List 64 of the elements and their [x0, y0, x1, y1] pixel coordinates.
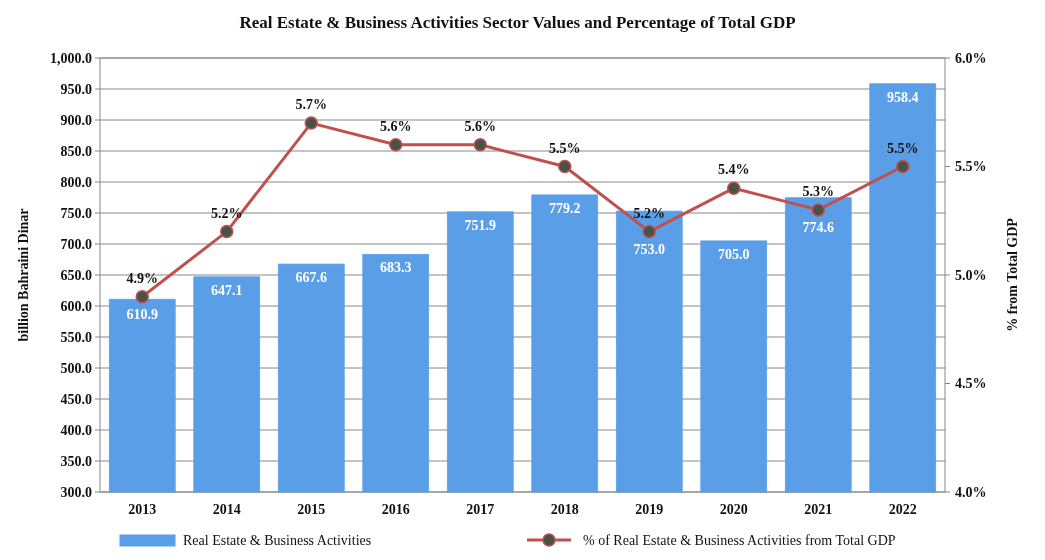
- data-label: 774.6: [802, 219, 834, 235]
- x-tick-label: 2013: [128, 502, 157, 517]
- y-tick-label: 550.0: [60, 329, 92, 345]
- data-label: 647.1: [211, 282, 243, 298]
- y-tick-label: 500.0: [60, 360, 92, 376]
- y-axis-title: billion Bahraini Dinar: [16, 208, 31, 342]
- x-tick-label: 2019: [635, 502, 664, 517]
- data-label: 5.5%: [887, 140, 919, 156]
- legend-label: % of Real Estate & Business Activities from Total GDP: [583, 533, 896, 548]
- data-label: 958.4: [887, 89, 919, 105]
- data-label: 610.9: [126, 306, 158, 322]
- y-tick-label: 700.0: [60, 236, 92, 252]
- y-tick-label: 350.0: [60, 453, 92, 469]
- y-tick-label: 900.0: [60, 112, 92, 128]
- y2-tick-label: 6.0%: [955, 50, 987, 66]
- x-tick-label: 2018: [550, 502, 579, 517]
- y-tick-label: 450.0: [60, 391, 92, 407]
- y-tick-label: 800.0: [60, 174, 92, 190]
- data-label: 4.9%: [126, 270, 158, 286]
- data-label: 5.7%: [295, 97, 327, 113]
- data-label: 5.5%: [549, 140, 581, 156]
- y2-tick-label: 5.5%: [955, 159, 987, 175]
- y2-tick-label: 4.0%: [955, 484, 987, 500]
- point: [135, 289, 149, 304]
- point: [896, 159, 910, 174]
- point: [727, 181, 741, 195]
- y-tick-label: 650.0: [60, 267, 92, 283]
- x-tick-label: 2021: [804, 502, 833, 517]
- x-tick-label: 2017: [466, 502, 495, 517]
- chart-title: Real Estate & Business Activities Sector Values and Percentage of Total GDP: [239, 13, 796, 32]
- y-tick-label: 950.0: [60, 81, 92, 97]
- point: [642, 224, 656, 239]
- y-tick-label: 400.0: [60, 422, 92, 438]
- x-tick-label: 2016: [381, 502, 410, 517]
- point: [304, 116, 318, 130]
- x-tick-label: 2015: [297, 502, 326, 517]
- data-label: 5.4%: [718, 162, 750, 178]
- data-label: 667.6: [295, 270, 327, 286]
- point: [389, 138, 403, 152]
- point: [811, 203, 825, 217]
- data-label: 5.6%: [464, 118, 496, 134]
- y-tick-label: 1,000.0: [50, 50, 92, 66]
- y-tick-label: 750.0: [60, 205, 92, 221]
- y-tick-label: 600.0: [60, 298, 92, 314]
- y2-tick-label: 5.0%: [955, 267, 987, 283]
- y2-axis-title: % from Total GDP: [1005, 217, 1020, 332]
- point: [558, 159, 572, 174]
- y-tick-label: 850.0: [60, 143, 92, 159]
- data-label: 5.6%: [380, 118, 412, 134]
- y2-tick-label: 4.5%: [955, 376, 987, 392]
- data-label: 751.9: [464, 217, 496, 233]
- data-label: 5.3%: [802, 183, 834, 199]
- legend-label: Real Estate & Business Activities: [183, 533, 372, 548]
- x-tick-label: 2022: [888, 502, 917, 517]
- data-label: 779.2: [549, 200, 581, 216]
- point: [473, 138, 487, 152]
- x-tick-label: 2020: [719, 502, 748, 517]
- data-label: 753.0: [633, 241, 665, 257]
- data-label: 683.3: [380, 260, 412, 276]
- data-label: 5.2%: [211, 205, 243, 221]
- y-tick-label: 300.0: [60, 484, 92, 500]
- data-label: 705.0: [718, 246, 750, 262]
- point: [220, 224, 234, 239]
- x-tick-label: 2014: [212, 502, 241, 517]
